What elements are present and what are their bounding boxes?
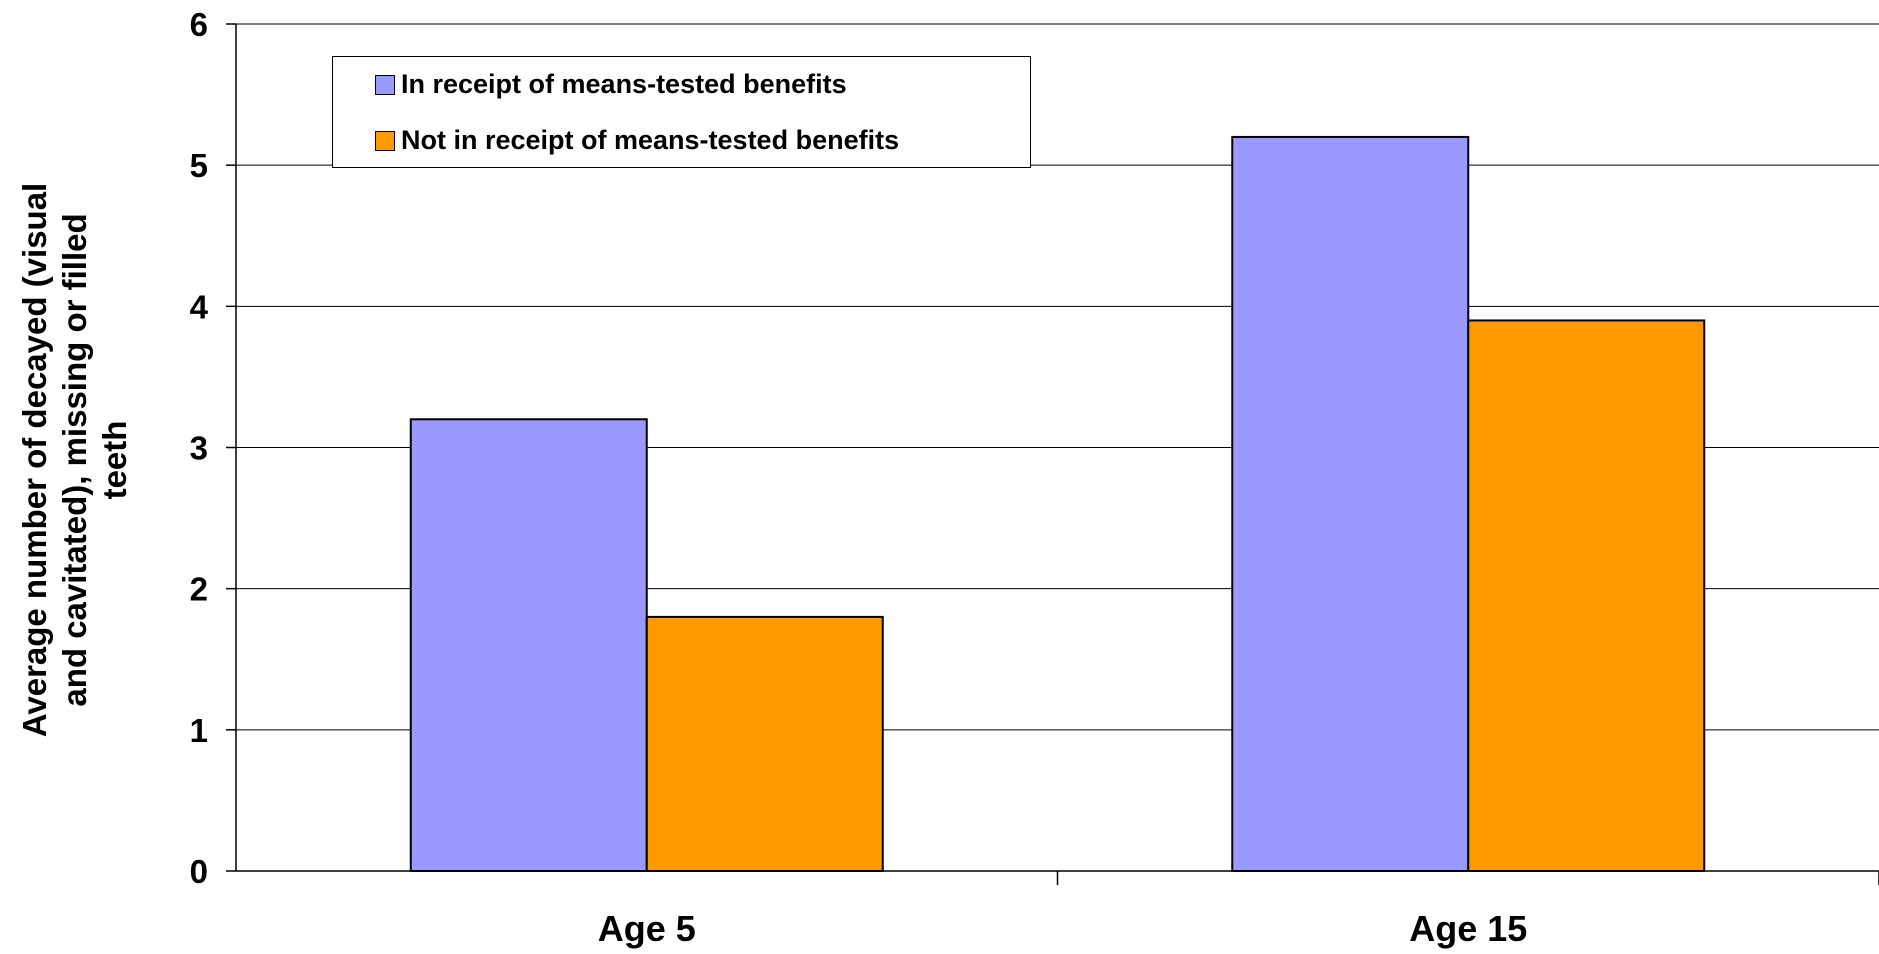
bar-no-benefits-age-15 [1467,319,1706,872]
x-tick-label-age-5: Age 5 [598,908,696,949]
legend-label-benefits: In receipt of means-tested benefits [401,69,847,99]
legend-swatch-benefits [375,74,395,95]
y-tick-label-1: 1 [190,712,208,749]
x-tick-label-age-15: Age 15 [1409,908,1527,949]
y-tick-labels: 0 1 2 3 4 5 6 [190,6,209,890]
bar-no-benefits-age-5 [645,615,884,873]
y-tick-label-3: 3 [190,430,208,467]
y-tick-label-6: 6 [190,6,208,43]
legend-item-no-benefits: Not in receipt of means-tested benefits [375,125,899,156]
y-axis-title: Average number of decayed (visual and ca… [10,40,140,880]
legend-item-benefits: In receipt of means-tested benefits [375,69,847,100]
bar-benefits-age-5 [409,418,648,872]
y-tick-label-0: 0 [190,853,208,890]
y-axis-label-line-3: teeth [96,420,133,500]
x-tick-labels: Age 5 Age 15 [598,908,1528,949]
y-tick-label-5: 5 [190,147,208,184]
legend-label-no-benefits: Not in receipt of means-tested benefits [401,125,900,155]
bar-benefits-age-15 [1231,135,1470,872]
legend: In receipt of means-tested benefits Not … [332,56,1031,168]
bars [409,135,1706,873]
legend-swatch-no-benefits [375,130,395,151]
y-axis-label-line-1: Average number of decayed (visual [16,182,53,738]
y-tick-label-2: 2 [190,571,208,608]
y-axis-label: Average number of decayed (visual and ca… [15,50,135,870]
y-axis-label-line-2: and cavitated), missing or filled [56,213,93,707]
y-tick-label-4: 4 [190,288,209,325]
